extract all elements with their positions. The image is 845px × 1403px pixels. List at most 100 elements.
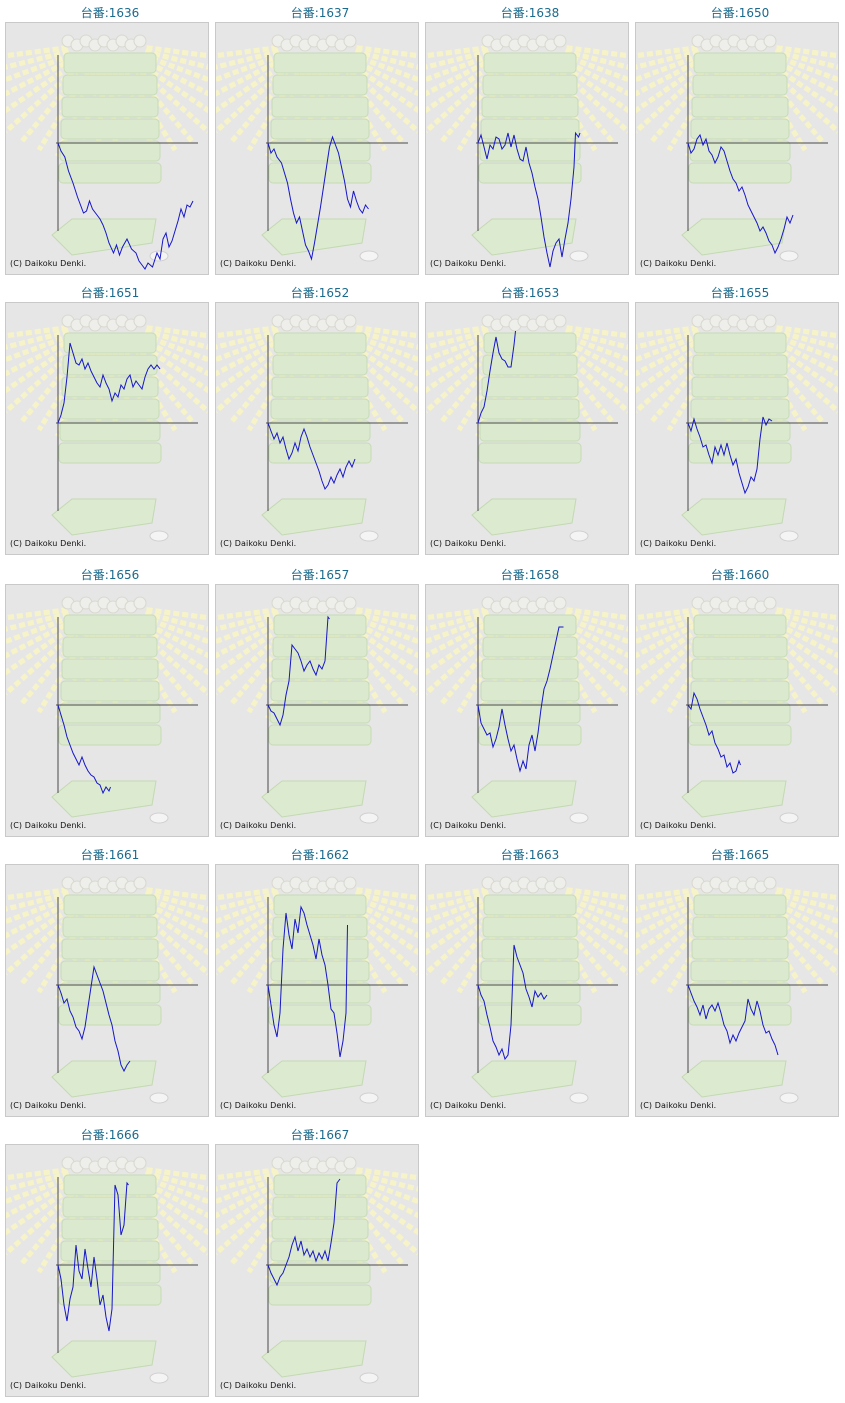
background-dish: [359, 812, 379, 824]
slump-graph: [6, 34, 208, 270]
slump-graph-panel[interactable]: (C) Daikoku Denki.: [635, 864, 839, 1117]
background-balls: [271, 596, 357, 614]
slump-graph-panel[interactable]: (C) Daikoku Denki.: [5, 584, 209, 837]
slump-graph: [426, 314, 628, 542]
slump-graph-panel[interactable]: (C) Daikoku Denki.: [425, 302, 629, 555]
background-dish: [359, 1372, 379, 1384]
copyright-text: (C) Daikoku Denki.: [220, 1101, 297, 1110]
machine-title-link[interactable]: 台番:1655: [710, 286, 770, 300]
slump-series-line: [57, 1181, 129, 1332]
slump-graph-panel[interactable]: (C) Daikoku Denki.: [635, 302, 839, 555]
slump-graph-panel[interactable]: (C) Daikoku Denki.: [5, 22, 209, 275]
background-dish: [149, 812, 169, 824]
slump-graph-panel[interactable]: (C) Daikoku Denki.: [425, 864, 629, 1117]
machine-title-link[interactable]: 台番:1665: [710, 848, 770, 862]
slump-graph-panel[interactable]: (C) Daikoku Denki.: [5, 864, 209, 1117]
machine-title-link[interactable]: 台番:1650: [710, 6, 770, 20]
background-trays: [478, 894, 582, 1026]
background-tray-bottom: [471, 498, 577, 536]
slump-graph: [6, 596, 208, 824]
copyright-text: (C) Daikoku Denki.: [430, 539, 507, 548]
machine-title-link[interactable]: 台番:1638: [500, 6, 560, 20]
background-tray-bottom: [681, 498, 787, 536]
background-dish: [359, 530, 379, 542]
machine-title-link[interactable]: 台番:1636: [80, 6, 140, 20]
background-tray-bottom: [681, 218, 787, 256]
background-balls: [61, 34, 147, 52]
machine-title-link[interactable]: 台番:1666: [80, 1128, 140, 1142]
background-dish: [359, 1092, 379, 1104]
slump-graph: [426, 34, 628, 268]
slump-graph: [216, 876, 418, 1104]
slump-series-line: [57, 965, 131, 1073]
copyright-text: (C) Daikoku Denki.: [220, 259, 297, 268]
background-tray-bottom: [261, 1060, 367, 1098]
background-dish: [569, 1092, 589, 1104]
background-trays: [58, 614, 162, 746]
machine-title-link[interactable]: 台番:1656: [80, 568, 140, 582]
machine-title-link[interactable]: 台番:1657: [290, 568, 350, 582]
slump-graph: [636, 876, 838, 1104]
copyright-text: (C) Daikoku Denki.: [640, 1101, 717, 1110]
copyright-text: (C) Daikoku Denki.: [10, 821, 87, 830]
machine-title-link[interactable]: 台番:1651: [80, 286, 140, 300]
machine-title-link[interactable]: 台番:1662: [290, 848, 350, 862]
background-dish: [569, 530, 589, 542]
slump-series-line: [267, 615, 330, 727]
copyright-text: (C) Daikoku Denki.: [10, 259, 87, 268]
slump-graph-panel[interactable]: (C) Daikoku Denki.: [215, 864, 419, 1117]
slump-series-line: [477, 626, 564, 773]
background-tray-bottom: [51, 498, 157, 536]
machine-title-link[interactable]: 台番:1658: [500, 568, 560, 582]
background-dish: [149, 1372, 169, 1384]
background-trays: [58, 894, 162, 1026]
background-balls: [61, 876, 147, 894]
background-balls: [271, 314, 357, 332]
background-trays: [268, 52, 372, 184]
machine-title-link[interactable]: 台番:1667: [290, 1128, 350, 1142]
background-balls: [271, 876, 357, 894]
copyright-text: (C) Daikoku Denki.: [10, 1101, 87, 1110]
background-balls: [271, 34, 357, 52]
slump-graph-panel[interactable]: (C) Daikoku Denki.: [215, 584, 419, 837]
slump-graph-panel[interactable]: (C) Daikoku Denki.: [5, 302, 209, 555]
machine-title-link[interactable]: 台番:1660: [710, 568, 770, 582]
slump-series-line: [477, 944, 548, 1061]
background-trays: [268, 1174, 372, 1306]
slump-graph: [216, 1156, 418, 1384]
background-dish: [779, 530, 799, 542]
slump-graph-panel[interactable]: (C) Daikoku Denki.: [635, 584, 839, 837]
slump-graph-panel[interactable]: (C) Daikoku Denki.: [635, 22, 839, 275]
slump-graph: [6, 1156, 208, 1384]
slump-graph: [216, 314, 418, 542]
background-trays: [58, 332, 162, 464]
background-trays: [478, 614, 582, 746]
slump-graph-panel[interactable]: (C) Daikoku Denki.: [215, 1144, 419, 1397]
slump-series-line: [267, 1178, 341, 1287]
machine-title-link[interactable]: 台番:1663: [500, 848, 560, 862]
machine-title-link[interactable]: 台番:1652: [290, 286, 350, 300]
machine-title-link[interactable]: 台番:1637: [290, 6, 350, 20]
slump-graph: [6, 876, 208, 1104]
background-balls: [481, 876, 567, 894]
background-tray-bottom: [681, 780, 787, 818]
copyright-text: (C) Daikoku Denki.: [430, 259, 507, 268]
slump-series-line: [687, 691, 741, 774]
background-tray-bottom: [261, 780, 367, 818]
machine-title-link[interactable]: 台番:1653: [500, 286, 560, 300]
slump-graph-panel[interactable]: (C) Daikoku Denki.: [425, 22, 629, 275]
slump-graph-panel[interactable]: (C) Daikoku Denki.: [425, 584, 629, 837]
background-trays: [58, 52, 162, 184]
slump-graph-panel[interactable]: (C) Daikoku Denki.: [215, 302, 419, 555]
copyright-text: (C) Daikoku Denki.: [220, 1381, 297, 1390]
machine-title-link[interactable]: 台番:1661: [80, 848, 140, 862]
slump-graph: [426, 596, 628, 824]
background-tray-bottom: [51, 1340, 157, 1378]
slump-graph: [636, 34, 838, 262]
slump-graph-panel[interactable]: (C) Daikoku Denki.: [215, 22, 419, 275]
slump-series-line: [477, 131, 581, 268]
background-balls: [61, 596, 147, 614]
background-tray-bottom: [261, 498, 367, 536]
slump-graph-panel[interactable]: (C) Daikoku Denki.: [5, 1144, 209, 1397]
